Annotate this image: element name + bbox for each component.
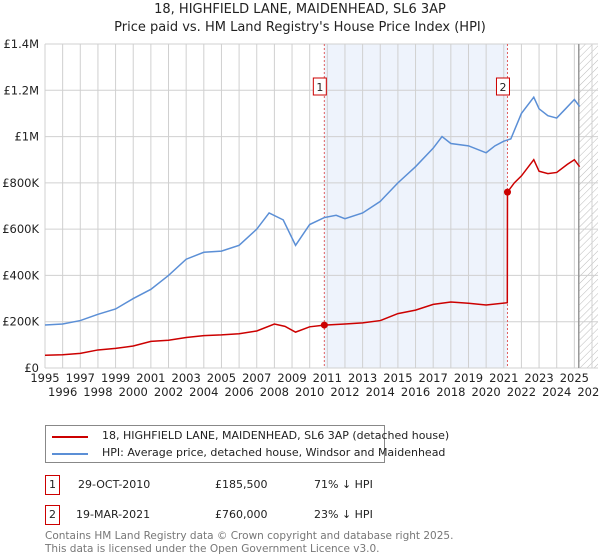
y-tick-label: £800K <box>2 176 39 190</box>
x-tick-label: 1995 <box>30 371 59 385</box>
sale-price: £185,500 <box>215 478 268 491</box>
sale-point <box>503 188 511 196</box>
x-tick-label: 2003 <box>172 371 201 385</box>
x-tick-label: 2007 <box>242 371 271 385</box>
x-tick-label: 2023 <box>524 371 553 385</box>
chart-subtitle: Price paid vs. HM Land Registry's House … <box>114 20 486 35</box>
x-tick-label: 2005 <box>207 371 236 385</box>
plot: 1995199619971998199920002001200220032004… <box>2 37 600 399</box>
forecast-hatch <box>578 44 598 368</box>
sale-marker-box <box>312 77 327 96</box>
x-tick-label: 2021 <box>489 371 518 385</box>
x-tick-label: 2026 <box>577 385 600 399</box>
x-tick-label: 2000 <box>119 385 148 399</box>
marker-badge: 2 <box>45 505 60 525</box>
y-tick-label: £200K <box>2 315 39 329</box>
sale-price: £760,000 <box>215 508 268 521</box>
property-price-line <box>44 158 581 357</box>
y-tick-label: £600K <box>2 222 39 236</box>
footer-licence: This data is licensed under the Open Gov… <box>45 543 380 555</box>
x-tick-label: 1998 <box>83 385 112 399</box>
x-tick-label: 2011 <box>313 371 342 385</box>
x-tick-label: 2014 <box>366 385 395 399</box>
sale-point <box>320 321 328 329</box>
legend: 18, HIGHFIELD LANE, MAIDENHEAD, SL6 3AP … <box>45 425 449 463</box>
x-tick-label: 2020 <box>471 385 500 399</box>
y-tick-label: £0 <box>24 361 39 375</box>
legend-item-hpi: HPI: Average price, detached house, Wind… <box>102 446 446 459</box>
sale-hpi: 71% ↓ HPI <box>314 478 373 491</box>
x-tick-label: 2022 <box>507 385 536 399</box>
x-tick-label: 2004 <box>189 385 218 399</box>
legend-blue-line <box>52 453 88 455</box>
x-tick-label: 2001 <box>136 371 165 385</box>
x-tick-label: 2024 <box>542 385 571 399</box>
sale-marker-label: 1 <box>316 81 323 94</box>
x-tick-label: 2016 <box>401 385 430 399</box>
sale-date: 29-OCT-2010 <box>78 478 151 491</box>
x-tick-label: 2010 <box>295 385 324 399</box>
x-tick-label: 2009 <box>277 371 306 385</box>
y-tick-label: £1M <box>14 130 39 144</box>
y-tick-label: £1.4M <box>3 37 39 51</box>
sale-hpi: 23% ↓ HPI <box>314 508 373 521</box>
chart-title: 18, HIGHFIELD LANE, MAIDENHEAD, SL6 3AP <box>154 2 446 17</box>
footer-copyright: Contains HM Land Registry data © Crown c… <box>45 530 454 542</box>
x-tick-label: 2002 <box>154 385 183 399</box>
legend-item-property: 18, HIGHFIELD LANE, MAIDENHEAD, SL6 3AP … <box>102 429 450 442</box>
x-tick-label: 2025 <box>560 371 589 385</box>
legend-red-line <box>52 436 88 438</box>
x-tick-label: 2019 <box>454 371 483 385</box>
y-tick-label: £400K <box>2 268 39 282</box>
sale-date: 19-MAR-2021 <box>76 508 151 521</box>
x-tick-label: 2013 <box>348 371 377 385</box>
y-tick-label: £1.2M <box>3 83 39 97</box>
x-tick-label: 2008 <box>260 385 289 399</box>
x-tick-label: 2012 <box>330 385 359 399</box>
x-tick-label: 1997 <box>66 371 95 385</box>
x-tick-label: 2015 <box>383 371 412 385</box>
x-tick-label: 1999 <box>101 371 130 385</box>
marker-badge: 1 <box>45 475 60 495</box>
sale-marker-label: 2 <box>499 81 506 94</box>
hpi-line <box>44 95 581 326</box>
x-tick-label: 2006 <box>224 385 253 399</box>
x-tick-label: 1996 <box>48 385 77 399</box>
x-tick-label: 2018 <box>436 385 465 399</box>
sale-marker-box <box>495 77 510 96</box>
x-tick-label: 2017 <box>419 371 448 385</box>
